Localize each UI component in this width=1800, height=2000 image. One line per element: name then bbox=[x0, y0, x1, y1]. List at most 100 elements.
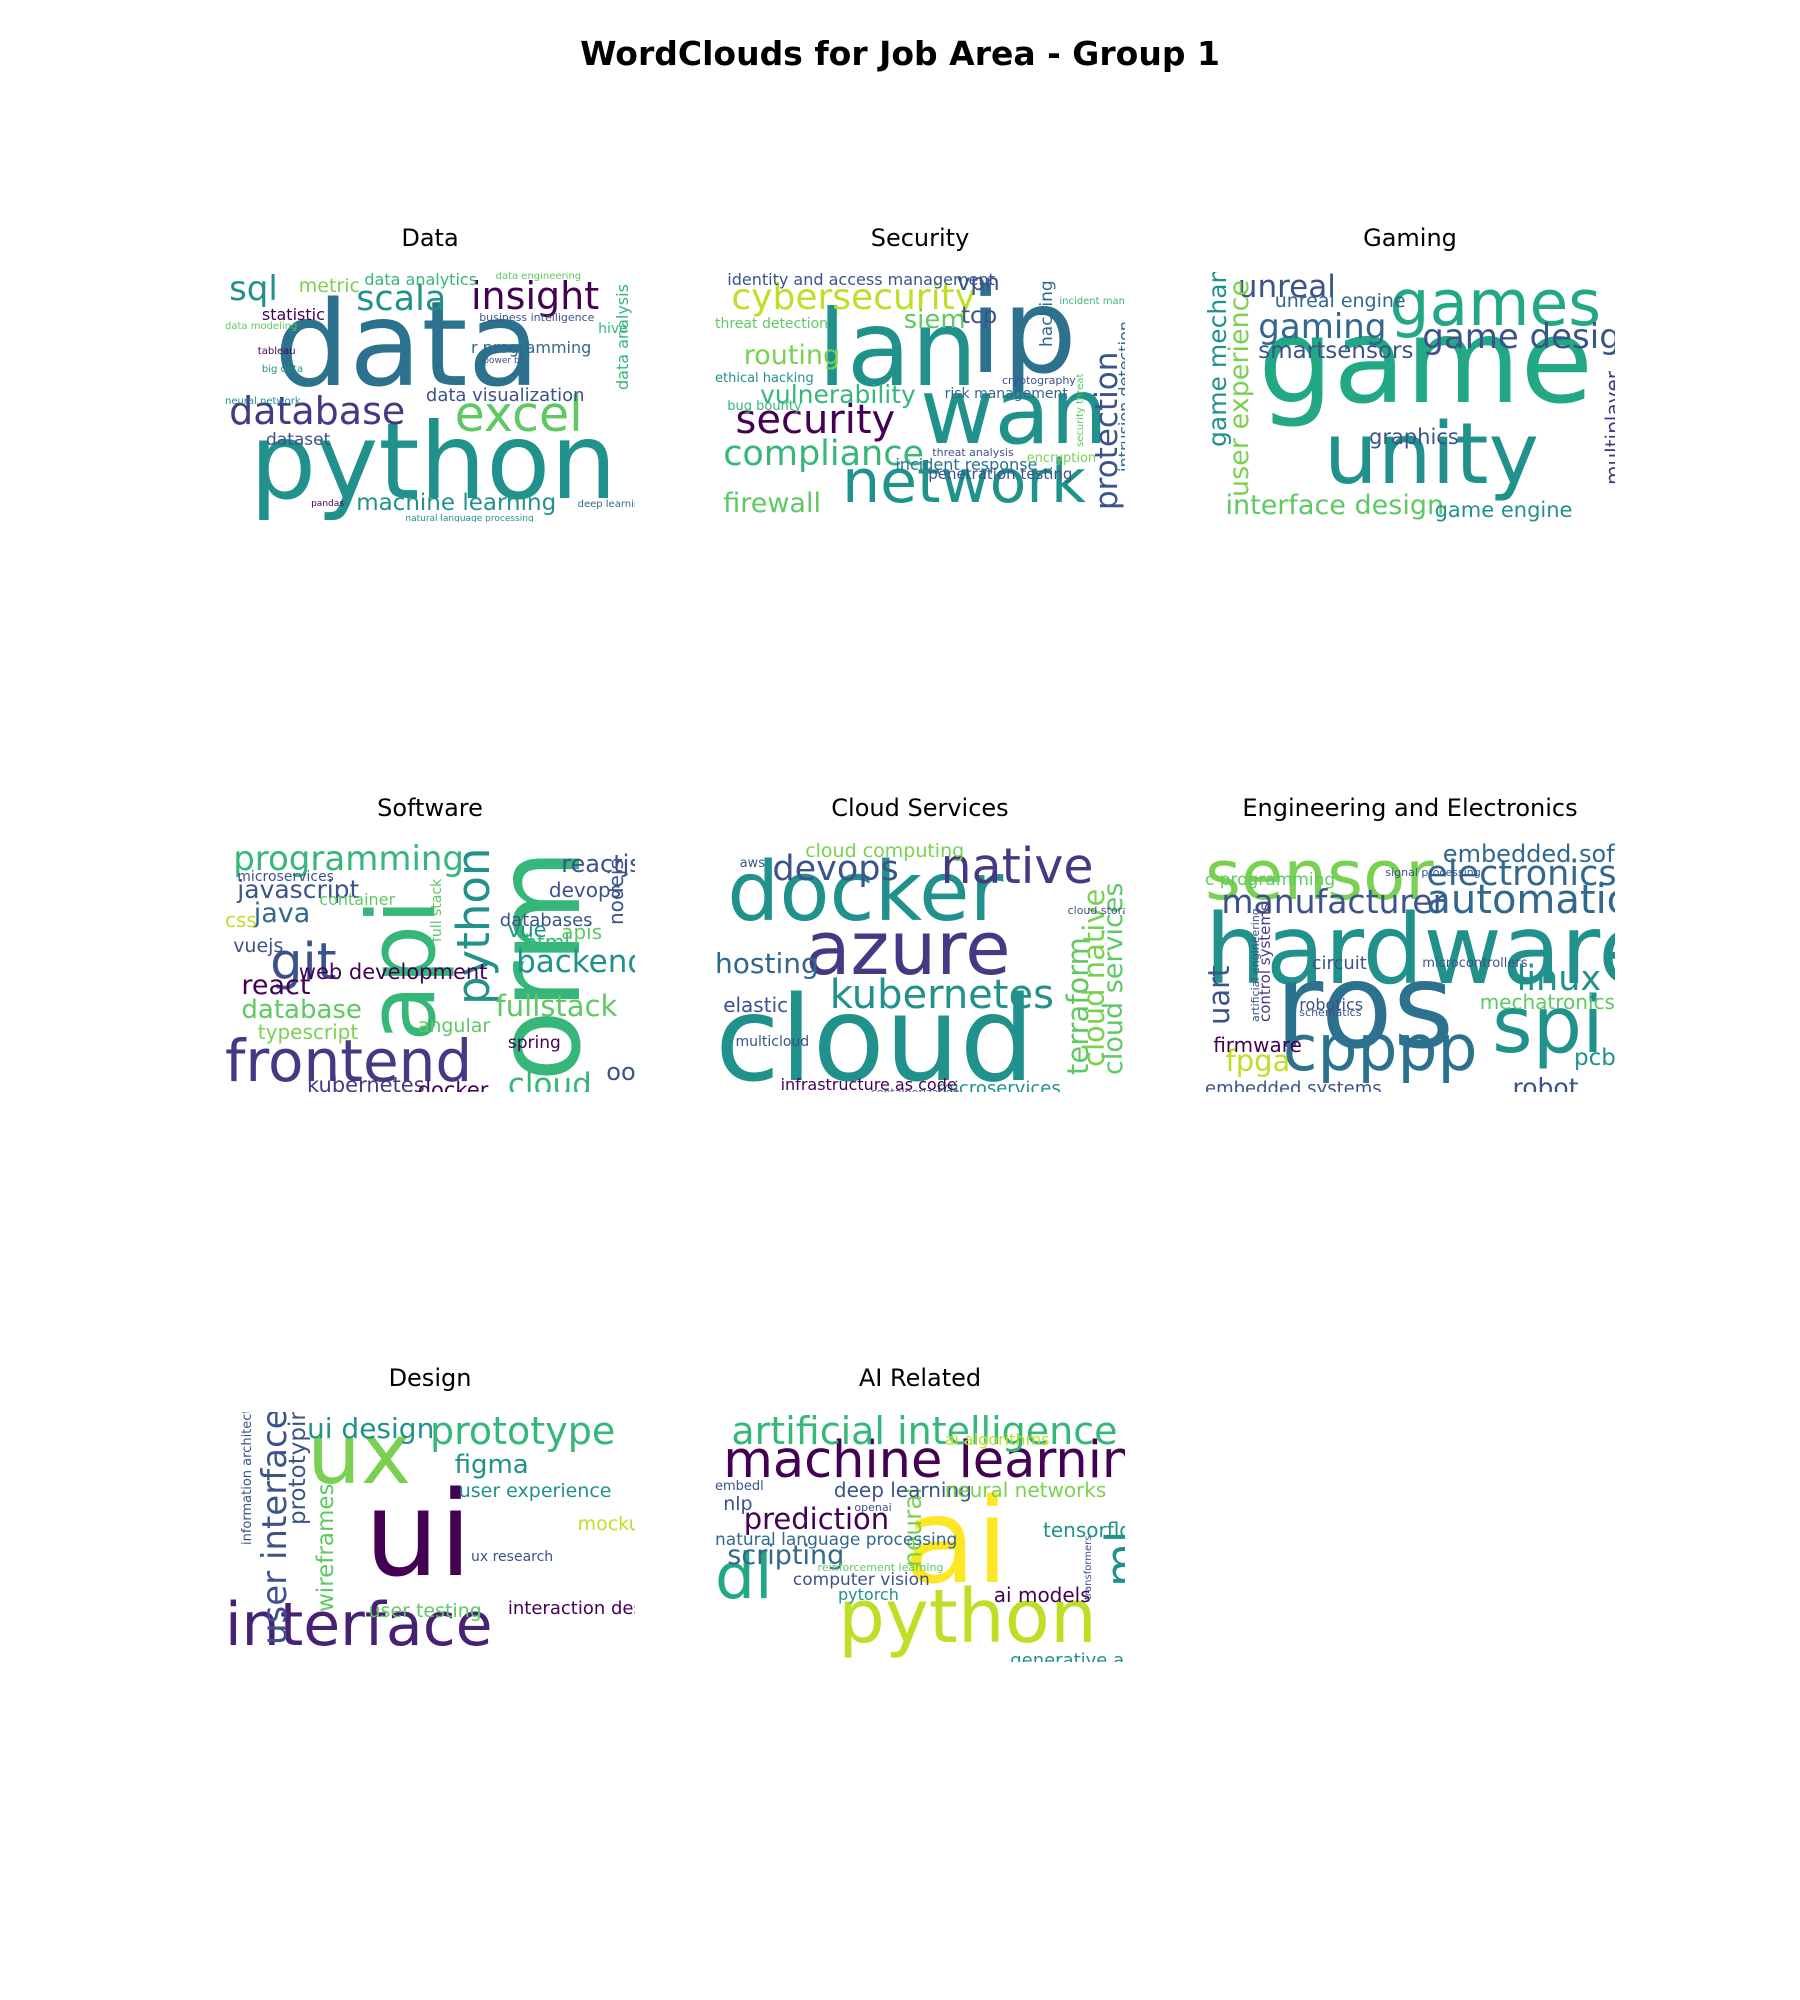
word: multiplayer bbox=[1603, 371, 1615, 485]
panel-title: Gaming bbox=[1170, 224, 1650, 252]
word: microservices bbox=[237, 870, 334, 884]
word: java bbox=[254, 900, 311, 927]
word: generative ai bbox=[1010, 1652, 1125, 1662]
word: cryptography bbox=[1002, 375, 1076, 386]
word: data visualization bbox=[426, 387, 585, 405]
word: user testing bbox=[369, 1602, 482, 1621]
word: unreal engine bbox=[1275, 292, 1406, 311]
word: aws bbox=[740, 857, 765, 870]
word: container bbox=[319, 892, 395, 908]
word: insight bbox=[471, 277, 599, 315]
word: firewall bbox=[723, 490, 821, 517]
word: databases bbox=[500, 912, 593, 930]
wordcloud-panel: cloud docker azure native kubernetes devops te… bbox=[715, 842, 1125, 1092]
word: ai models bbox=[994, 1585, 1091, 1605]
word: elastic bbox=[723, 995, 788, 1015]
word: containerization bbox=[871, 1087, 960, 1092]
word: nodejs bbox=[606, 859, 626, 925]
word: game engine bbox=[1435, 500, 1573, 521]
word: openai bbox=[854, 1502, 891, 1513]
word: signal processing bbox=[1385, 867, 1480, 878]
word: compliance bbox=[723, 437, 924, 472]
word: cloud computing bbox=[805, 842, 964, 861]
wordcloud-panel: ui interface ux prototype user interface ui d… bbox=[225, 1412, 635, 1662]
word: cpppp bbox=[1283, 1017, 1478, 1080]
word: penetration testing bbox=[928, 467, 1072, 482]
figure-title: WordClouds for Job Area - Group 1 bbox=[0, 34, 1800, 73]
word: data analytics bbox=[364, 272, 477, 288]
word: ui design bbox=[307, 1415, 434, 1443]
panel-title: Data bbox=[190, 224, 670, 252]
panel-title: Software bbox=[190, 794, 670, 822]
word: angular bbox=[418, 1017, 491, 1036]
word: wireframes bbox=[315, 1484, 338, 1613]
word: embedl bbox=[715, 1480, 764, 1493]
word: r programming bbox=[471, 340, 591, 356]
word: graphics bbox=[1369, 427, 1459, 448]
word: nlp bbox=[723, 1495, 752, 1514]
word: metric bbox=[299, 277, 360, 296]
word: oop bbox=[606, 1060, 635, 1084]
word: ai algorithms bbox=[945, 1432, 1050, 1448]
word: hacking bbox=[1039, 280, 1056, 347]
panel-title: AI Related bbox=[680, 1364, 1160, 1392]
word: prototype bbox=[430, 1412, 615, 1450]
word: uart bbox=[1205, 965, 1234, 1024]
word: intrusion detection bbox=[1117, 321, 1125, 472]
word: risk management bbox=[945, 387, 1068, 401]
word: tcp bbox=[961, 305, 997, 328]
word: information architecture bbox=[241, 1412, 254, 1545]
word: siem bbox=[904, 307, 966, 333]
wordcloud-panel: ip lan wan network security cybersecurity comp… bbox=[715, 272, 1125, 522]
word: ethical hacking bbox=[715, 372, 814, 385]
word: game design bbox=[1422, 320, 1615, 354]
word: full stack bbox=[430, 879, 444, 942]
word: artificial engineering bbox=[1250, 908, 1261, 1022]
word: routing bbox=[744, 342, 840, 369]
word: pandas bbox=[311, 500, 344, 509]
word: natural language processing bbox=[405, 515, 533, 523]
word: typescript bbox=[258, 1022, 358, 1042]
word: threat detection bbox=[715, 317, 828, 331]
word: tableau bbox=[258, 347, 296, 357]
word: html bbox=[524, 932, 570, 952]
word: data engineering bbox=[496, 272, 582, 282]
word: sql bbox=[229, 272, 278, 306]
word: identity and access management bbox=[727, 272, 995, 288]
word: smartsensors bbox=[1258, 340, 1413, 363]
word: docker bbox=[418, 1080, 489, 1093]
word: cloud storage bbox=[1068, 905, 1125, 916]
word: ux research bbox=[471, 1550, 553, 1564]
wordcloud-panel: ai python machine learning artificial intel… bbox=[715, 1412, 1125, 1662]
wordcloud-panel: orm api frontend python git programming backen… bbox=[225, 842, 635, 1092]
word: neural network bbox=[225, 397, 301, 407]
word: firmware bbox=[1213, 1035, 1302, 1055]
word: multicloud bbox=[736, 1035, 810, 1049]
word: pytorch bbox=[838, 1587, 899, 1603]
word: hive bbox=[598, 322, 628, 336]
word: dataset bbox=[266, 432, 330, 449]
word: bug bounty bbox=[727, 400, 801, 413]
wordcloud-panel: data python excel database insight scala sql ma… bbox=[225, 272, 635, 522]
word: incident management bbox=[1059, 297, 1125, 307]
word: interaction design bbox=[508, 1600, 635, 1618]
word: security threat bbox=[1076, 374, 1086, 447]
panel-title: Engineering and Electronics bbox=[1170, 794, 1650, 822]
word: power bi bbox=[483, 357, 522, 366]
word: embedded software bbox=[1443, 842, 1615, 866]
word: pcb bbox=[1574, 1047, 1615, 1070]
panel-title: Cloud Services bbox=[680, 794, 1160, 822]
word: threat analysis bbox=[932, 447, 1013, 458]
word: spring bbox=[508, 1035, 561, 1052]
word: machine learning bbox=[356, 492, 556, 515]
word: web development bbox=[299, 962, 488, 983]
word: embedded systems bbox=[1205, 1080, 1382, 1093]
word: data modeling bbox=[225, 322, 297, 332]
word: deep learning bbox=[578, 500, 635, 510]
word: cloud bbox=[508, 1070, 592, 1093]
word: schematics bbox=[1299, 1007, 1361, 1018]
word: kubernetes bbox=[307, 1075, 425, 1093]
word: encryption bbox=[1027, 452, 1097, 465]
word: big data bbox=[262, 365, 303, 375]
word: microcontrollers bbox=[1422, 957, 1527, 970]
